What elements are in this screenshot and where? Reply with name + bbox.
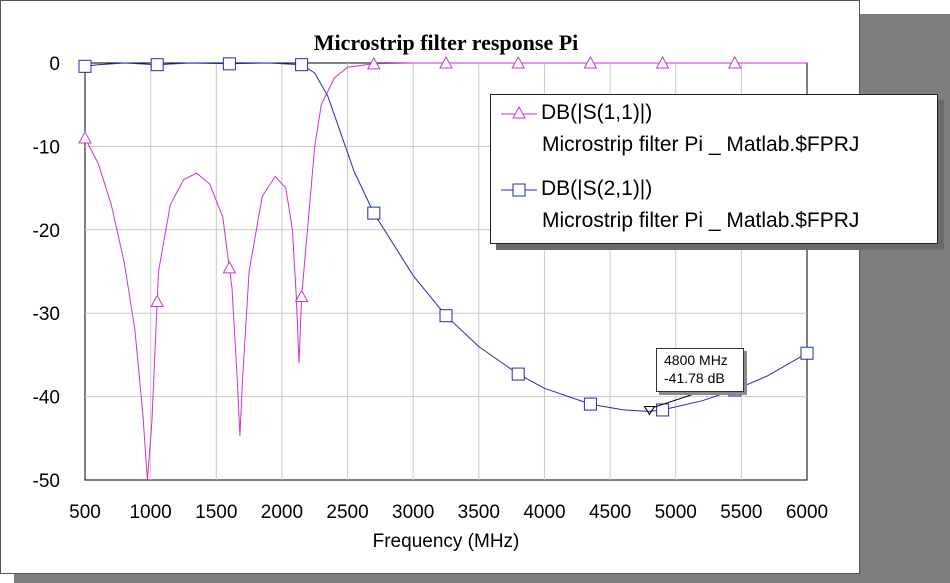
x-tick-label: 5000: [655, 502, 697, 523]
x-tick-label: 3000: [392, 502, 434, 523]
x-tick-label: 500: [69, 502, 101, 523]
marker-value: -41.78 dB: [664, 370, 725, 386]
data-point-square: [295, 58, 309, 72]
y-tick-label: -50: [33, 471, 60, 492]
triangle-marker-icon: [501, 105, 537, 119]
legend-series-name: DB(|S(1,1)|): [541, 101, 653, 124]
y-tick-label: -40: [33, 388, 60, 409]
data-point-square: [800, 346, 814, 360]
x-tick-label: 6000: [786, 502, 828, 523]
x-tick-label: 3500: [458, 502, 500, 523]
x-tick-label: 1000: [129, 502, 171, 523]
data-point-triangle: [511, 55, 526, 69]
legend-series-source: Microstrip filter Pi _ Matlab.$FPRJ: [542, 133, 860, 156]
y-tick-label: -10: [33, 137, 60, 158]
square-marker-icon: [501, 183, 537, 197]
x-tick-label: 2000: [261, 502, 303, 523]
chart-title: Microstrip filter response Pi: [314, 30, 579, 55]
series-layer: [78, 55, 814, 481]
y-tick-label: 0: [49, 54, 60, 75]
x-axis-label: Frequency (MHz): [373, 531, 520, 552]
series-line-s11: [84, 62, 807, 481]
data-point-triangle: [366, 56, 381, 70]
data-point-square: [78, 59, 92, 73]
marker-readout: 4800 MHz -41.78 dB: [656, 348, 744, 392]
data-point-square: [367, 206, 381, 220]
data-point-square: [222, 57, 236, 71]
data-point-triangle: [78, 131, 92, 144]
data-point-square: [439, 309, 453, 323]
data-point-triangle: [294, 289, 309, 303]
data-point-square: [150, 58, 164, 72]
marker-pointer-icon: [643, 405, 656, 416]
legend: DB(|S(1,1)|) Microstrip filter Pi _ Matl…: [490, 94, 938, 244]
x-tick-label: 4500: [589, 502, 631, 523]
legend-series-source: Microstrip filter Pi _ Matlab.$FPRJ: [542, 209, 860, 232]
data-point-triangle: [439, 55, 453, 69]
data-point-triangle: [150, 294, 165, 308]
x-tick-label: 2500: [326, 502, 368, 523]
legend-series-name: DB(|S(2,1)|): [541, 177, 653, 200]
axis-layer: 500 1000 1500 2000 2500 3000 3500 4000 4500 5000 5…: [33, 54, 829, 523]
data-point-triangle: [222, 260, 237, 274]
y-tick-label: -20: [33, 221, 60, 242]
data-point-square: [583, 397, 597, 411]
x-tick-label: 1500: [195, 502, 237, 523]
x-tick-label: 5500: [720, 502, 762, 523]
data-point-triangle: [655, 55, 670, 69]
x-tick-label: 4000: [523, 502, 565, 523]
data-point-triangle: [583, 55, 598, 69]
marker-leader-line: [653, 391, 701, 408]
data-point-square: [511, 367, 525, 381]
data-point-triangle: [727, 55, 742, 69]
y-tick-label: -30: [33, 304, 60, 325]
marker-frequency: 4800 MHz: [664, 352, 728, 368]
